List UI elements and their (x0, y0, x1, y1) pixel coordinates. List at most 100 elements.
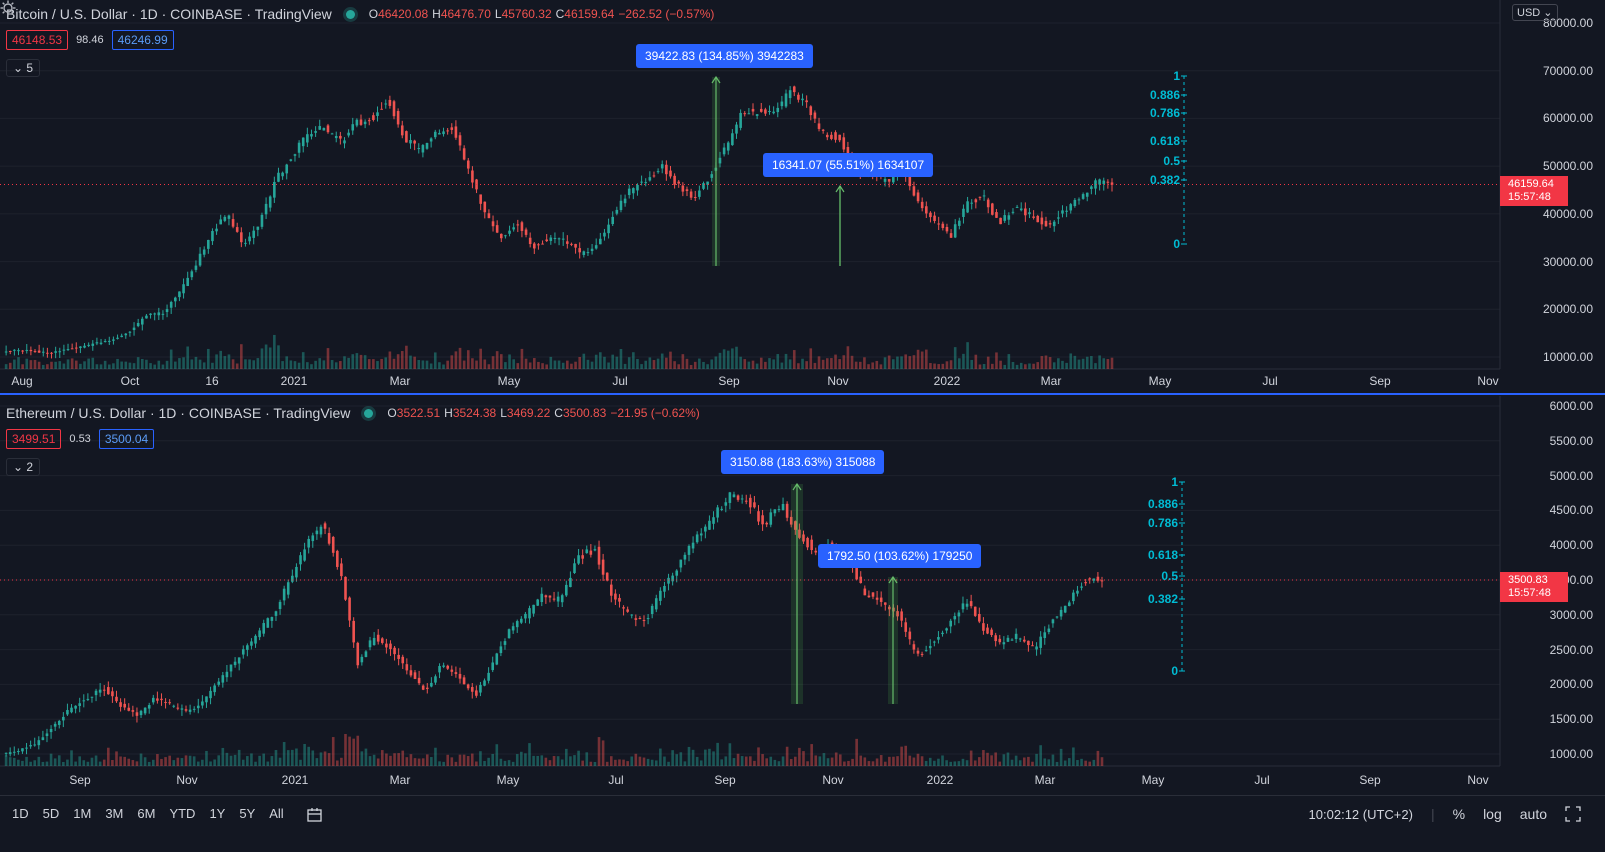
currency-select[interactable]: USD ⌄ (1512, 4, 1558, 21)
volume-bar (838, 359, 841, 369)
volume-bar (813, 362, 817, 369)
volume-bar (924, 760, 928, 766)
eth-y-tick: 4500.00 (1549, 503, 1593, 518)
volume-bar (654, 760, 658, 766)
candle-body (589, 550, 593, 555)
btc-pane[interactable]: Bitcoin / U.S. Dollar · 1D · COINBASE · … (0, 0, 1605, 393)
range-button-ytd[interactable]: YTD (169, 806, 196, 821)
candle-body (376, 634, 380, 642)
gear-icon[interactable] (0, 0, 16, 16)
volume-bar (314, 360, 317, 369)
btc-chart[interactable] (0, 0, 1605, 393)
candle-body (139, 710, 143, 716)
btc-bid[interactable]: 46148.53 (6, 30, 69, 50)
eth-chart[interactable] (0, 396, 1605, 795)
volume-bar (37, 361, 41, 369)
candle-body (409, 140, 412, 144)
volume-bar (706, 364, 709, 369)
candle-body (17, 350, 20, 352)
candle-body (516, 224, 520, 226)
log-button[interactable]: log (1483, 806, 1502, 822)
measure-arrowhead (792, 482, 802, 491)
volume-bar (254, 761, 257, 766)
volume-bar (982, 363, 986, 369)
candle-body (285, 164, 289, 174)
volume-bar (237, 749, 241, 766)
volume-bar (246, 756, 249, 766)
volume-bar (665, 357, 668, 369)
candle-body (577, 555, 580, 564)
volume-bar (1063, 760, 1067, 766)
btc-measure-label-1[interactable]: 39422.83 (134.85%) 3942283 (636, 44, 813, 68)
range-button-1d[interactable]: 1D (12, 806, 29, 821)
volume-bar (1018, 760, 1022, 766)
auto-button[interactable]: auto (1519, 806, 1547, 822)
range-button-5y[interactable]: 5Y (239, 806, 256, 821)
volume-bar (1096, 750, 1100, 766)
candle-body (425, 687, 429, 689)
volume-bar (1047, 759, 1051, 766)
volume-bar (966, 342, 969, 369)
candle-body (772, 111, 775, 114)
range-button-all[interactable]: All (269, 806, 284, 821)
volume-bar (250, 753, 253, 766)
eth-pane[interactable]: Ethereum / U.S. Dollar · 1D · COINBASE ·… (0, 396, 1605, 795)
btc-title[interactable]: Bitcoin / U.S. Dollar · 1D · COINBASE · … (6, 6, 332, 22)
eth-bid[interactable]: 3499.51 (6, 429, 62, 449)
candle-body (90, 696, 94, 698)
candle-body (330, 133, 334, 135)
eth-ask[interactable]: 3500.04 (98, 429, 155, 449)
btc-spread: 46148.53 98.46 46246.99 (6, 30, 174, 50)
volume-bar (765, 758, 768, 766)
candle-body (33, 744, 37, 746)
calendar-icon[interactable] (306, 806, 324, 824)
volume-bar (384, 357, 388, 369)
range-button-5d[interactable]: 5D (42, 806, 60, 821)
eth-legend: Ethereum / U.S. Dollar · 1D · COINBASE ·… (6, 405, 704, 421)
volume-bar (764, 361, 767, 369)
btc-legend: Bitcoin / U.S. Dollar · 1D · COINBASE · … (6, 6, 718, 22)
candle-body (941, 632, 944, 635)
volume-bar (826, 758, 830, 766)
volume-bar (879, 364, 883, 369)
volume-bar (642, 757, 646, 766)
clock-readout[interactable]: 10:02:12 (UTC+2) (1308, 806, 1413, 822)
candle-body (933, 215, 936, 221)
candle-body (982, 195, 986, 197)
candle-body (603, 232, 606, 237)
btc-measure-label-2[interactable]: 16341.07 (55.51%) 1634107 (763, 153, 934, 177)
volume-bar (640, 364, 643, 369)
candle-body (115, 696, 118, 702)
eth-title[interactable]: Ethereum / U.S. Dollar · 1D · COINBASE ·… (6, 405, 351, 421)
candle-body (62, 349, 66, 351)
volume-bar (586, 359, 590, 369)
btc-y-tick: 40000.00 (1542, 206, 1593, 221)
candle-body (54, 351, 57, 353)
range-button-1y[interactable]: 1Y (209, 806, 226, 821)
eth-indicators-toggle[interactable]: ⌄ 2 (6, 458, 41, 476)
volume-bar (380, 358, 383, 369)
range-button-6m[interactable]: 6M (137, 806, 156, 821)
candle-body (336, 550, 339, 567)
btc-x-tick: Sep (1369, 374, 1391, 388)
range-button-3m[interactable]: 3M (105, 806, 124, 821)
candle-body (262, 623, 266, 634)
candle-body (147, 705, 151, 709)
eth-measure-label-2[interactable]: 1792.50 (103.62%) 179250 (818, 544, 982, 568)
fullscreen-icon[interactable] (1565, 806, 1581, 822)
percent-button[interactable]: % (1452, 806, 1466, 822)
candle-body (788, 90, 792, 99)
volume-bar (508, 354, 511, 369)
btc-ask[interactable]: 46246.99 (111, 30, 174, 50)
volume-bar (347, 357, 350, 369)
btc-indicators-toggle[interactable]: ⌄ 5 (6, 59, 41, 77)
volume-bar (785, 746, 789, 766)
btc-countdown: 15:57:48 (1508, 191, 1551, 203)
volume-bar (1032, 363, 1035, 369)
volume-bar (405, 757, 409, 766)
candle-body (434, 676, 437, 683)
volume-bar (221, 747, 225, 766)
eth-measure-label-1[interactable]: 3150.88 (183.63%) 315088 (721, 450, 885, 474)
range-button-1m[interactable]: 1M (73, 806, 92, 821)
pane-separator[interactable] (0, 393, 1605, 395)
